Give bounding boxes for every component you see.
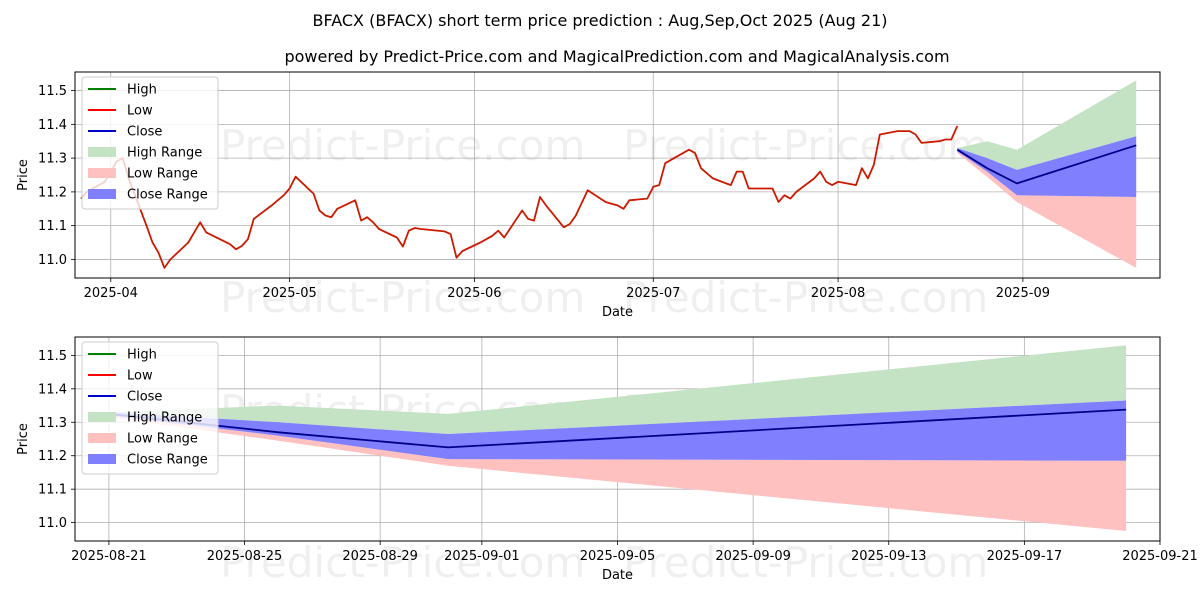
x-tick-label: 2025-09-13 bbox=[851, 549, 927, 564]
y-axis-label: Price bbox=[16, 423, 31, 455]
y-tick-label: 11.2 bbox=[38, 185, 67, 200]
x-tick-label: 2025-09-09 bbox=[715, 549, 791, 564]
close-forecast-line bbox=[956, 144, 1137, 185]
close-range-band bbox=[957, 136, 1137, 197]
price-history-line bbox=[80, 125, 959, 269]
y-tick-label: 11.4 bbox=[38, 118, 67, 133]
x-tick-label: 2025-05 bbox=[262, 286, 316, 301]
high-range-band bbox=[108, 345, 1127, 434]
x-tick-label: 2025-06 bbox=[447, 286, 501, 301]
x-tick-label: 2025-09-05 bbox=[580, 549, 656, 564]
y-tick-label: 11.1 bbox=[38, 483, 67, 498]
legend-label: Low bbox=[127, 104, 153, 119]
legend-swatch bbox=[88, 189, 116, 199]
legend-swatch bbox=[88, 168, 116, 178]
watermark-text: Predict-Price.com bbox=[220, 273, 585, 322]
legend-label: Low Range bbox=[127, 167, 198, 182]
y-tick-label: 11.0 bbox=[38, 253, 67, 268]
legend-label: High bbox=[127, 83, 157, 98]
y-tick-label: 11.1 bbox=[38, 219, 67, 234]
chart-subtitle: powered by Predict-Price.com and Magical… bbox=[284, 47, 949, 66]
y-axis-label: Price bbox=[16, 159, 31, 191]
watermark-text: Predict-Price.com bbox=[623, 273, 988, 322]
x-tick-label: 2025-08-25 bbox=[207, 549, 283, 564]
legend-label: Low bbox=[127, 369, 153, 384]
legend-label: High bbox=[127, 348, 157, 363]
x-tick-label: 2025-07 bbox=[626, 286, 680, 301]
legend-swatch bbox=[88, 454, 116, 464]
plot-frame bbox=[74, 71, 1161, 279]
legend: High Low Close High Range Low Range Close Ran… bbox=[81, 341, 219, 475]
legend-label: High Range bbox=[127, 146, 202, 161]
top-panel: Predict-Price.com Predict-Price.com Predic… bbox=[16, 71, 1161, 322]
legend-label: Close Range bbox=[127, 453, 208, 468]
x-tick-label: 2025-09-01 bbox=[444, 549, 520, 564]
legend-label: Low Range bbox=[127, 432, 198, 447]
low-range-band bbox=[108, 415, 1127, 531]
legend-label: Close bbox=[127, 125, 162, 140]
watermark-text: Predict-Price.com bbox=[220, 121, 585, 170]
high-range-band bbox=[957, 80, 1137, 170]
legend-swatch bbox=[88, 412, 116, 422]
plot-frame bbox=[74, 336, 1161, 542]
legend: High Low Close High Range Low Range Close Ran… bbox=[81, 76, 219, 210]
x-axis-label: Date bbox=[602, 568, 633, 583]
x-tick-label: 2025-09 bbox=[996, 286, 1050, 301]
x-tick-label: 2025-09-17 bbox=[987, 549, 1063, 564]
legend-label: Close bbox=[127, 390, 162, 405]
y-tick-label: 11.5 bbox=[38, 84, 67, 99]
watermark-text: Predict-Price.com bbox=[623, 538, 988, 587]
x-tick-label: 2025-08-21 bbox=[71, 549, 147, 564]
legend-label: High Range bbox=[127, 411, 202, 426]
y-tick-label: 11.5 bbox=[38, 349, 67, 364]
x-tick-label: 2025-08-29 bbox=[342, 549, 418, 564]
y-tick-label: 11.3 bbox=[38, 152, 67, 167]
y-tick-label: 11.3 bbox=[38, 416, 67, 431]
watermark-text: Predict-Price.com bbox=[623, 121, 988, 170]
x-tick-label: 2025-08 bbox=[811, 286, 865, 301]
y-tick-label: 11.4 bbox=[38, 382, 67, 397]
x-tick-label: 2025-09-21 bbox=[1122, 549, 1198, 564]
y-tick-label: 11.0 bbox=[38, 516, 67, 531]
low-range-band bbox=[957, 151, 1137, 268]
close-range-band bbox=[108, 400, 1127, 461]
legend-swatch bbox=[88, 147, 116, 157]
legend-swatch bbox=[88, 433, 116, 443]
x-axis-label: Date bbox=[602, 305, 633, 320]
y-tick-label: 11.2 bbox=[38, 449, 67, 464]
chart-title: BFACX (BFACX) short term price predictio… bbox=[313, 11, 888, 30]
watermark-text: Predict-Price.com bbox=[220, 538, 585, 587]
x-tick-label: 2025-04 bbox=[84, 286, 138, 301]
legend-label: Close Range bbox=[127, 188, 208, 203]
